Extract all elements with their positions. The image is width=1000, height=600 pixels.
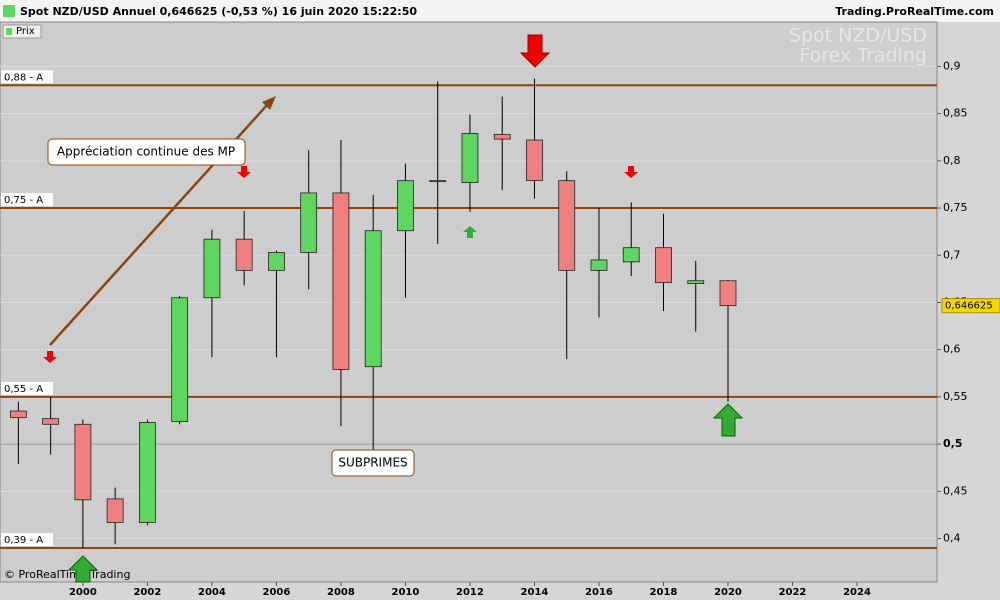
candle-body xyxy=(74,423,92,501)
level-label: 0,55 - A xyxy=(4,384,43,395)
x-tick-label: 2004 xyxy=(198,587,226,598)
candle-body xyxy=(655,247,672,284)
level-label-box xyxy=(1,381,53,395)
annotations: Appréciation continue des MP SUBPRIMES xyxy=(43,34,744,583)
arrow-head xyxy=(262,96,276,110)
x-tick-label: 2006 xyxy=(263,587,291,598)
level-label: 0,88 - A xyxy=(4,72,43,83)
candle-body xyxy=(719,280,737,307)
level-label-box xyxy=(1,533,53,547)
x-tick-label: 2002 xyxy=(133,587,161,598)
candle-body xyxy=(42,418,60,425)
y-tick-label: 0,6 xyxy=(943,343,961,356)
down-arrow xyxy=(43,351,57,363)
price-tag-label: 0,646625 xyxy=(945,301,993,312)
y-tick-label: 0,75 xyxy=(943,201,968,214)
candle-body xyxy=(364,230,382,368)
candle-body xyxy=(235,238,253,271)
up-arrow xyxy=(712,403,744,437)
level-label-box xyxy=(1,193,53,207)
candle-body xyxy=(622,247,640,263)
y-tick-label: 0,4 xyxy=(943,532,961,545)
y-tick-label: 0,7 xyxy=(943,248,961,261)
candle-body xyxy=(687,280,705,284)
header-bar xyxy=(0,0,1000,22)
down-arrow xyxy=(624,166,638,178)
footer: © ProRealTime Trading xyxy=(4,568,130,581)
candle-body xyxy=(590,259,608,271)
annotation-box xyxy=(331,449,415,477)
y-tick-label: 0,85 xyxy=(943,107,968,120)
candle-body xyxy=(461,133,479,183)
x-tick-label: 2018 xyxy=(650,587,678,598)
x-tick-label: 2012 xyxy=(456,587,484,598)
annotation: SUBPRIMES xyxy=(338,456,407,470)
candle-body xyxy=(139,422,156,523)
x-tick-label: 2022 xyxy=(779,587,807,598)
candle-body xyxy=(332,192,350,370)
legend-swatch xyxy=(6,28,12,35)
candle-body xyxy=(203,238,221,299)
x-tick-label: 2014 xyxy=(521,587,549,598)
candle-body xyxy=(558,180,576,271)
candle-body xyxy=(171,297,189,422)
candle-body xyxy=(106,498,124,523)
legend: Prix xyxy=(16,26,35,37)
site: Trading.ProRealTime.com xyxy=(835,5,994,18)
x-tick-label: 2020 xyxy=(714,587,742,598)
x-tick-label: 2010 xyxy=(392,587,420,598)
y-tick-label: 0,9 xyxy=(943,59,961,72)
y-tick-label: 0,5 xyxy=(943,437,963,450)
icon xyxy=(3,5,15,17)
down-arrow xyxy=(519,34,551,68)
y-tick-label: 0,45 xyxy=(943,484,968,497)
legend-box xyxy=(2,24,42,39)
level-label: 0,75 - A xyxy=(4,195,43,206)
candle-body xyxy=(9,410,27,419)
down-arrow xyxy=(237,166,251,178)
x-tick-label: 2024 xyxy=(843,587,871,598)
x-tick-label: 2008 xyxy=(327,587,355,598)
x-tick-label: 2016 xyxy=(585,587,613,598)
up-arrow xyxy=(67,555,99,583)
up-arrow xyxy=(463,226,477,238)
watermark: Forex Trading xyxy=(799,45,927,67)
annotation-box xyxy=(47,138,246,166)
candle-body xyxy=(429,180,447,183)
annotation: Appréciation continue des MP xyxy=(57,145,235,159)
candle-body xyxy=(493,133,511,140)
level-label: 0,39 - A xyxy=(4,535,43,546)
y-tick-label: 0,8 xyxy=(943,154,961,167)
candle-body xyxy=(300,192,318,253)
title: Spot NZD/USD Annuel 0,646625 (-0,53 %) 1… xyxy=(20,5,417,18)
price-tag xyxy=(941,298,1000,314)
x-tick-label: 2000 xyxy=(69,587,97,598)
candle-body xyxy=(397,180,414,232)
candle-body xyxy=(268,252,285,271)
watermark: Spot NZD/USD xyxy=(789,25,927,47)
candle-body xyxy=(526,139,543,182)
level-label-box xyxy=(1,70,53,84)
y-tick-label: 0,55 xyxy=(943,390,968,403)
